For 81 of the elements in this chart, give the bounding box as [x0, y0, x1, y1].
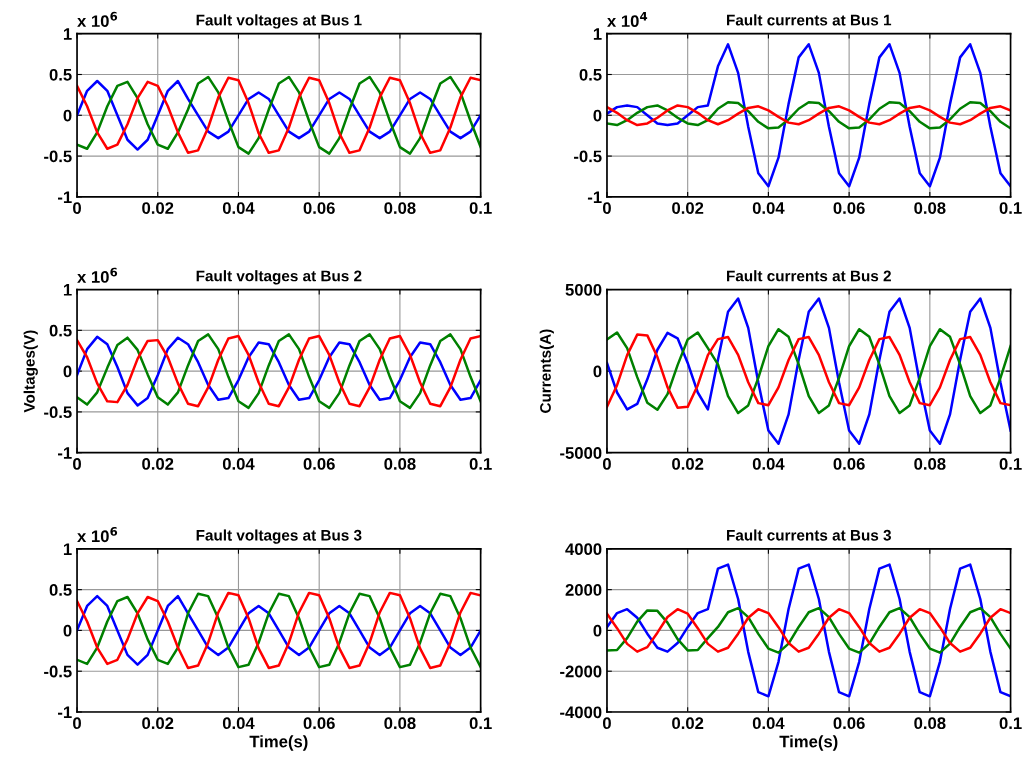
line-series	[606, 563, 1011, 698]
text: x 10$^{6}$	[77, 267, 118, 283]
x-tick-label: 0.02	[672, 717, 704, 730]
x-tick-label: 0	[73, 458, 81, 470]
x-tick-label: 0.06	[833, 458, 865, 470]
y-tick-label: 0.5	[49, 324, 72, 337]
x-tick-label: 0	[602, 717, 611, 730]
y-tick-label: -1	[58, 191, 72, 203]
text: x 10$^{4}$	[607, 11, 648, 28]
y-tick-label: -5000	[560, 447, 602, 459]
y-tick-label: 0.5	[49, 584, 72, 596]
x-tick-label: 0.04	[752, 202, 785, 214]
x-tick-label: 0.06	[303, 202, 335, 214]
y-tick-label: -1	[58, 706, 72, 719]
chart-title: Fault currents at Bus 3	[727, 529, 891, 541]
y-tick-label: -0.5	[44, 406, 72, 419]
x-tick-label: 0	[73, 717, 81, 730]
y-tick-label: -0.5	[44, 665, 72, 678]
x-tick-label: 0.1	[999, 717, 1022, 730]
y-axis-title: Currents(A)	[539, 329, 554, 413]
y-tick-label: -1	[58, 447, 72, 459]
x-tick-label: 0.06	[303, 458, 335, 470]
x-tick-label: 0.1	[469, 458, 492, 470]
y-tick-label: 1	[593, 28, 602, 40]
y-tick-label: 1	[63, 543, 72, 555]
x-tick-label: 0.02	[142, 717, 174, 730]
x-tick-label: 0.08	[384, 458, 416, 470]
y-tick-label: 0	[63, 365, 72, 378]
line-series	[606, 297, 1011, 445]
x-tick-label: 0.1	[469, 202, 492, 214]
x-tick-label: 0.1	[999, 202, 1022, 214]
y-tick-label: 0.5	[579, 68, 602, 81]
y-tick-label: 0.5	[49, 68, 72, 81]
x-tick-label: 0.04	[752, 458, 785, 470]
x-tick-label: 0.06	[833, 202, 865, 214]
y-tick-label: 5000	[565, 283, 602, 296]
y-tick-label: 2000	[565, 584, 602, 596]
x-tick-label: 0.1	[469, 717, 492, 730]
x-tick-label: 0.02	[142, 458, 174, 470]
y-tick-label: -0.5	[44, 150, 72, 163]
x-tick-label: 0.08	[384, 202, 416, 214]
x-tick-label: 0.04	[752, 717, 785, 730]
y-tick-label: 1	[63, 28, 72, 40]
y-tick-label: 0	[593, 109, 602, 122]
x-tick-label: 0.02	[672, 202, 704, 214]
x-tick-label: 0.02	[672, 458, 704, 470]
x-tick-label: 0.02	[142, 202, 174, 214]
line-series	[606, 43, 1011, 188]
chart-title: Fault voltages at Bus 3	[196, 529, 362, 544]
x-tick-label: 0	[602, 202, 611, 214]
text: x 10$^{6}$	[77, 526, 118, 543]
y-tick-label: -2000	[560, 665, 602, 678]
x-tick-label: 0	[73, 202, 81, 214]
y-tick-label: 0	[63, 624, 72, 637]
x-axis-title: Time(s)	[249, 735, 308, 751]
x-axis-title: Time(s)	[779, 735, 838, 751]
x-tick-label: 0.08	[384, 717, 416, 730]
chart-title: Fault currents at Bus 2	[727, 270, 891, 282]
x-tick-label: 0.08	[914, 458, 946, 470]
x-tick-label: 0.04	[222, 202, 255, 214]
x-tick-label: 0.06	[303, 717, 335, 730]
x-tick-label: 0.04	[222, 458, 255, 470]
y-tick-label: -1	[587, 191, 602, 203]
x-tick-label: 0.06	[833, 717, 865, 730]
x-tick-label: 0	[602, 458, 611, 470]
y-tick-label: -0.5	[574, 150, 602, 163]
x-tick-label: 0.1	[999, 458, 1022, 470]
chart-title: Fault voltages at Bus 1	[196, 14, 362, 29]
y-tick-label: -4000	[560, 706, 602, 719]
y-tick-label: 0	[593, 624, 602, 637]
y-tick-label: 0	[593, 365, 602, 378]
chart-title: Fault voltages at Bus 2	[196, 270, 362, 285]
y-tick-label: 0	[63, 109, 72, 122]
text: x 10$^{6}$	[77, 11, 118, 28]
x-tick-label: 0.08	[914, 202, 946, 214]
y-tick-label: 1	[63, 284, 72, 296]
y-tick-label: 4000	[565, 543, 602, 556]
x-tick-label: 0.08	[914, 717, 946, 730]
x-tick-label: 0.04	[222, 717, 255, 730]
y-axis-title: Voltages(V)	[23, 330, 38, 413]
chart-title: Fault currents at Bus 1	[727, 14, 892, 26]
